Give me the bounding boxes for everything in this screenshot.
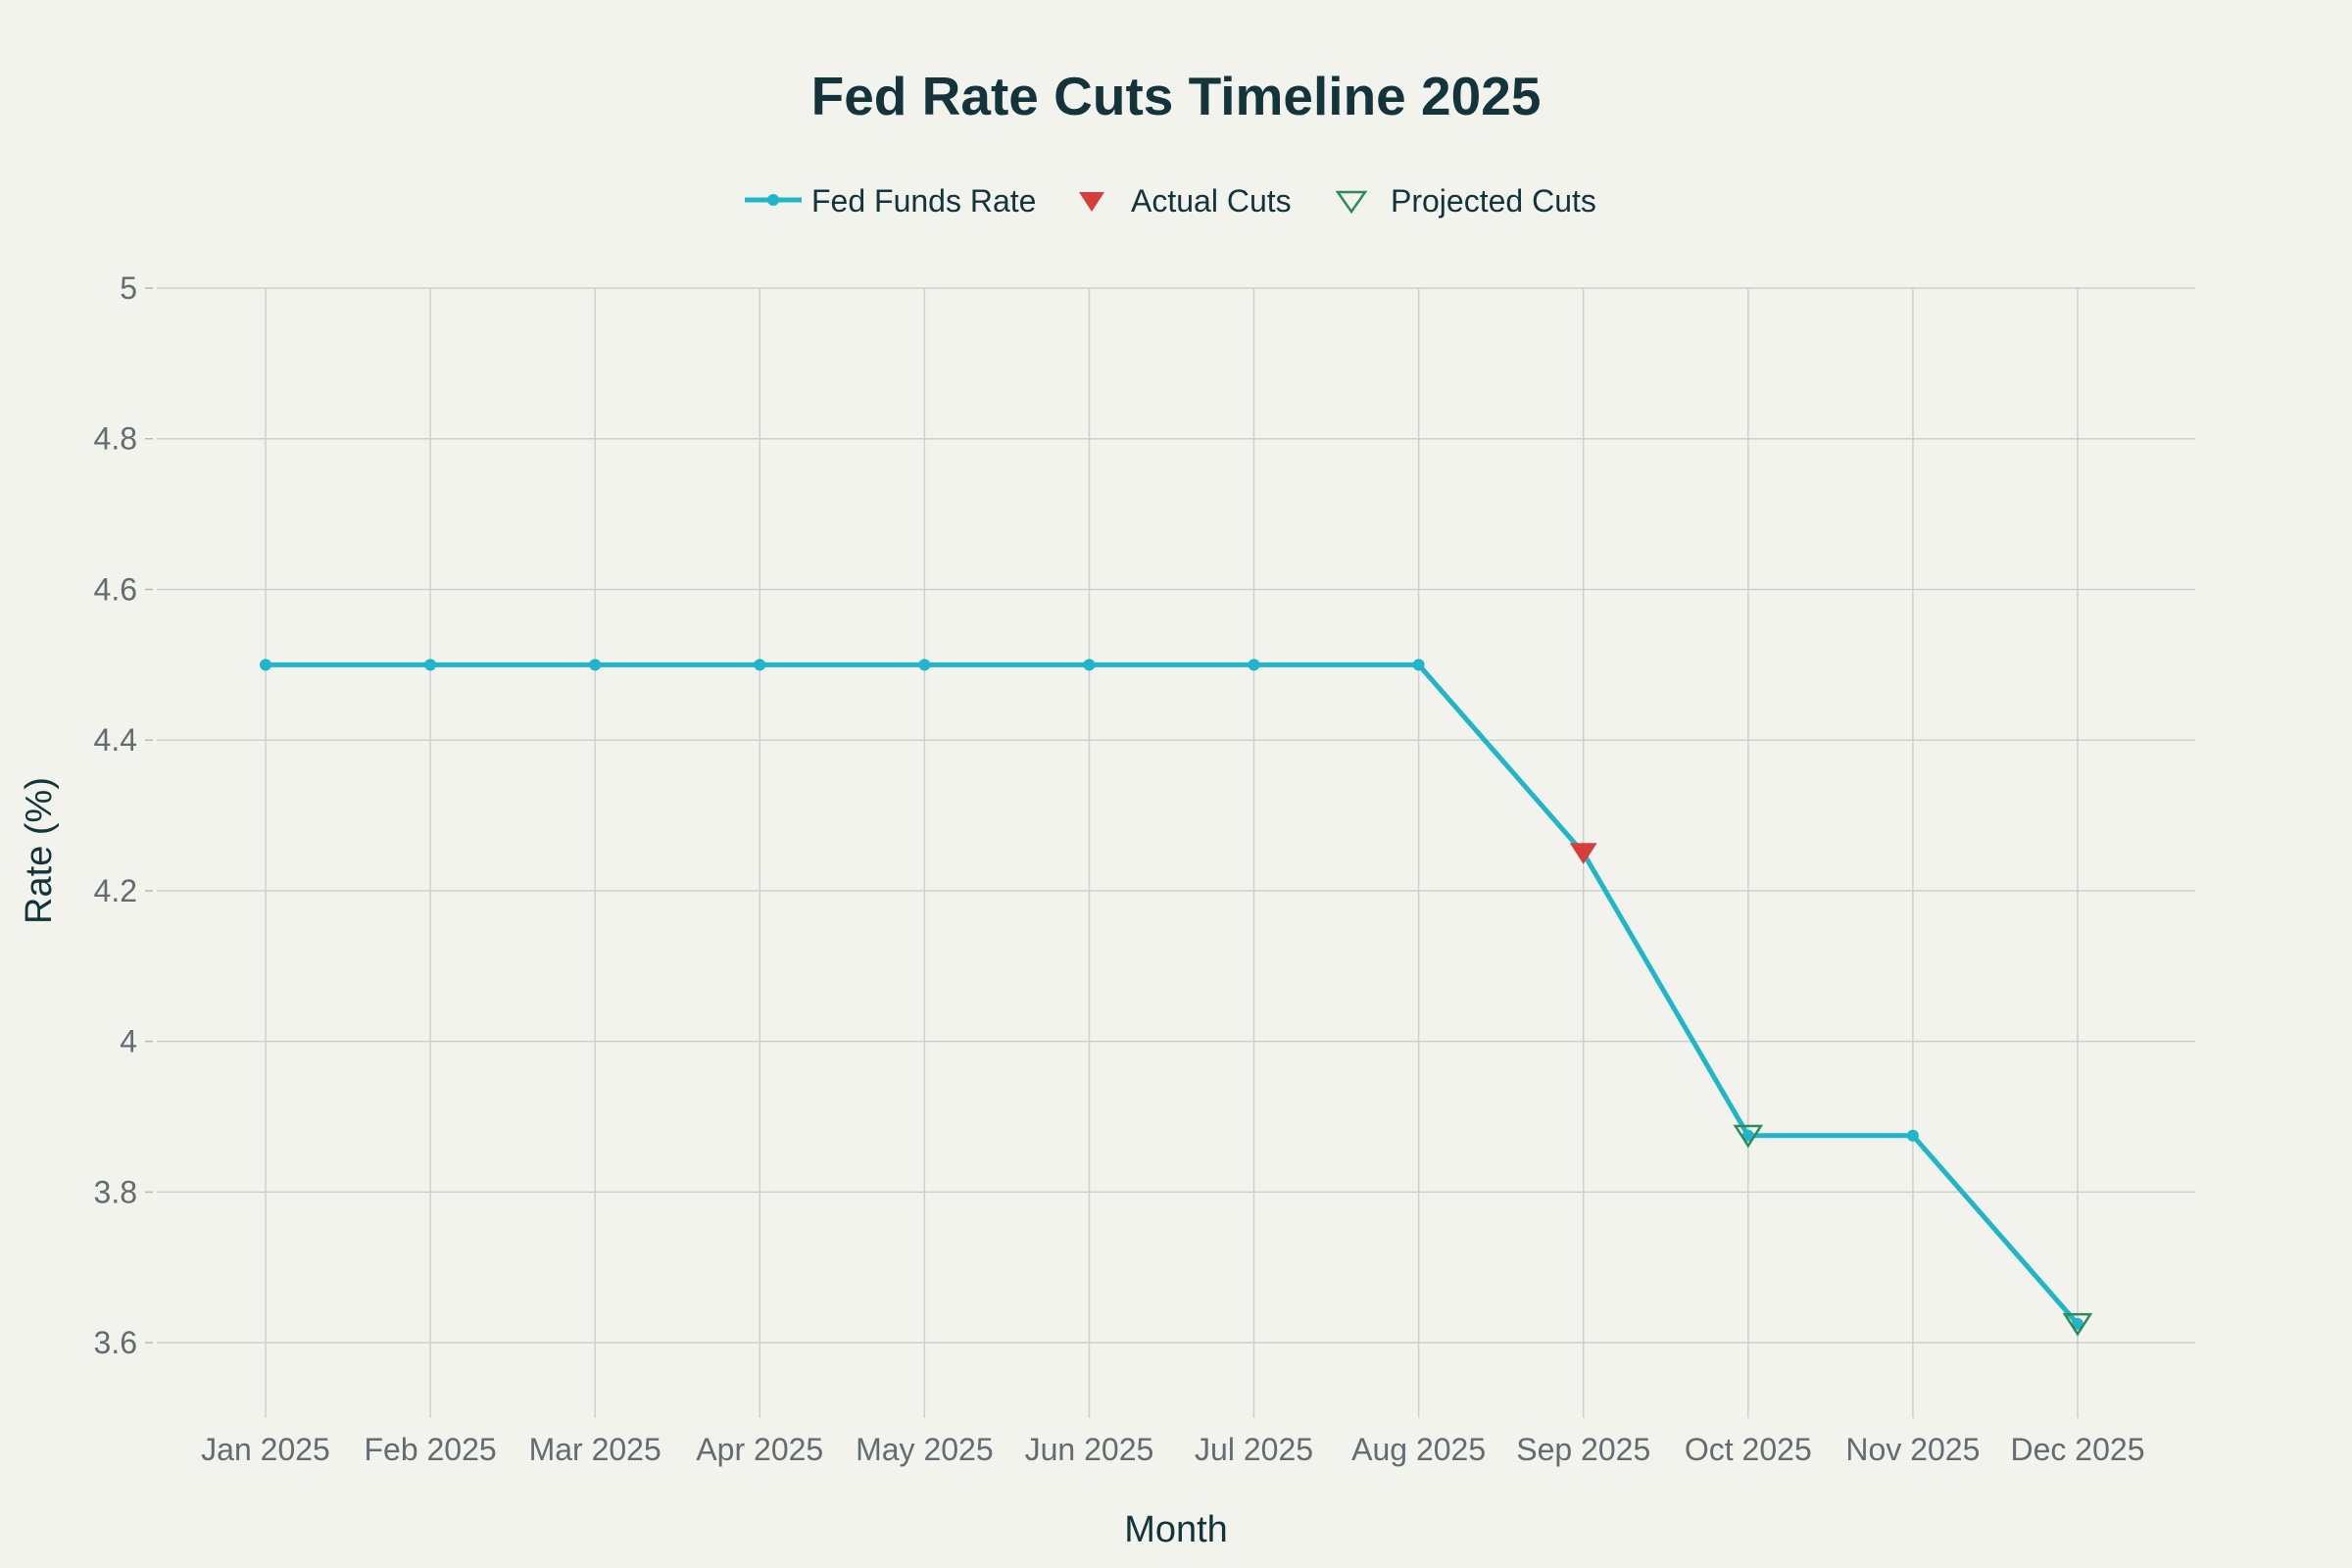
data-point-fed-funds-rate[interactable] [1741, 1129, 1754, 1142]
x-tick-label: Mar 2025 [529, 1432, 662, 1467]
x-tick-label: Jul 2025 [1195, 1432, 1313, 1467]
y-axis-title: Rate (%) [19, 777, 60, 924]
y-tick-label: 4.6 [94, 571, 137, 607]
data-point-fed-funds-rate[interactable] [1906, 1129, 1919, 1142]
legend-label: Projected Cuts [1391, 183, 1596, 219]
y-tick-label: 5 [120, 270, 137, 306]
legend-item-projected-cuts[interactable]: Projected Cuts [1335, 183, 1596, 219]
legend: Fed Funds Rate Actual Cuts Projected Cut… [745, 183, 1596, 219]
data-point-fed-funds-rate[interactable] [754, 659, 766, 671]
data-point-fed-funds-rate[interactable] [2072, 1317, 2083, 1330]
data-point-fed-funds-rate[interactable] [424, 659, 437, 671]
x-tick-label: Apr 2025 [696, 1432, 823, 1467]
data-point-fed-funds-rate[interactable] [260, 659, 271, 671]
projected-cut-marker[interactable] [1733, 1124, 1764, 1149]
grid [157, 287, 2195, 1418]
chart-title: Fed Rate Cuts Timeline 2025 [811, 66, 1542, 126]
y-tick-label: 4.4 [94, 722, 137, 758]
x-tick-label: Nov 2025 [1845, 1432, 1980, 1467]
x-tick-label: Sep 2025 [1516, 1432, 1650, 1467]
x-tick-label: Aug 2025 [1351, 1432, 1486, 1467]
x-tick-label: Dec 2025 [2011, 1432, 2145, 1467]
x-tick-label: May 2025 [856, 1432, 994, 1467]
plot-area: 3.6 3.8 4 4.2 4.4 4.6 4.8 5 Jan 2025 Feb 2025 Mar… [94, 270, 2195, 1467]
legend-triangle-open-icon [1335, 190, 1368, 215]
legend-triangle-filled-icon [1079, 192, 1104, 212]
x-axis-title: Month [1124, 1509, 1228, 1550]
data-point-fed-funds-rate[interactable] [1083, 659, 1096, 671]
legend-marker-swatch [767, 194, 779, 206]
legend-item-actual-cuts[interactable]: Actual Cuts [1079, 183, 1292, 219]
x-tick-label: Feb 2025 [364, 1432, 496, 1467]
y-tick-label: 3.6 [94, 1325, 137, 1360]
x-tick-label: Jun 2025 [1025, 1432, 1154, 1467]
y-tick-label: 3.8 [94, 1174, 137, 1209]
actual-cut-marker[interactable] [1569, 843, 1597, 864]
data-point-fed-funds-rate[interactable] [1412, 659, 1425, 671]
series [260, 659, 2093, 1337]
projected-cut-marker[interactable] [2062, 1312, 2093, 1337]
x-axis: Jan 2025 Feb 2025 Mar 2025 Apr 2025 May 2025… [201, 1432, 2144, 1467]
y-tick-label: 4 [120, 1024, 137, 1059]
y-tick-label: 4.2 [94, 873, 137, 908]
legend-item-fed-funds-rate[interactable]: Fed Funds Rate [745, 183, 1036, 219]
y-axis: 3.6 3.8 4 4.2 4.4 4.6 4.8 5 [94, 270, 153, 1360]
y-tick-label: 4.8 [94, 421, 137, 457]
x-tick-label: Jan 2025 [201, 1432, 330, 1467]
x-tick-label: Oct 2025 [1685, 1432, 1812, 1467]
data-point-fed-funds-rate[interactable] [1248, 659, 1260, 671]
data-point-fed-funds-rate[interactable] [589, 659, 602, 671]
series-line-fed-funds-rate [266, 662, 2080, 1326]
data-point-fed-funds-rate[interactable] [918, 659, 931, 671]
legend-label: Fed Funds Rate [811, 183, 1036, 219]
legend-label: Actual Cuts [1131, 183, 1292, 219]
